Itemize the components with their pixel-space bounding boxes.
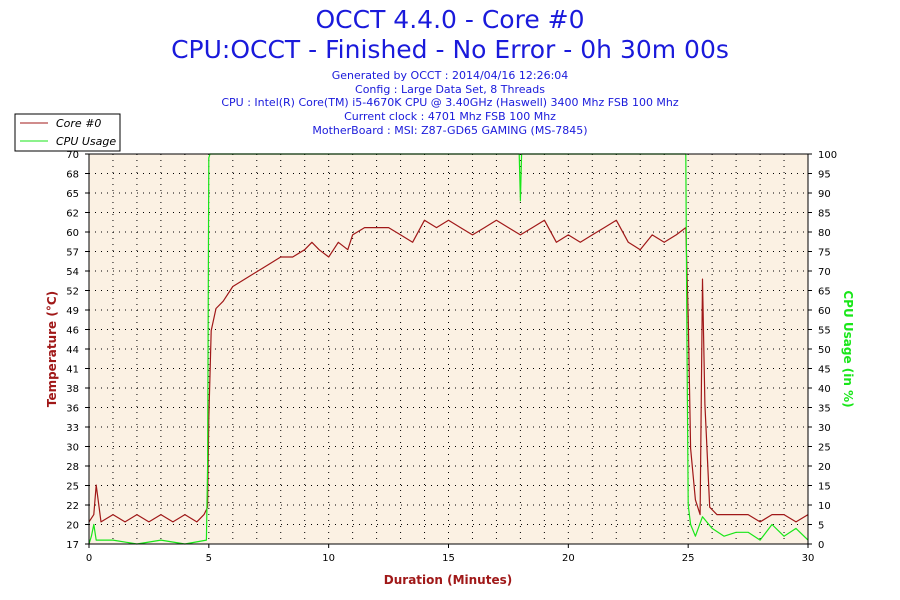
series-line-cpu-usage	[88, 153, 809, 545]
x-tick-label: 0	[86, 553, 92, 564]
x-axis-title: Duration (Minutes)	[384, 573, 512, 587]
y-tick-label: 65	[66, 189, 79, 200]
chart-title: OCCT 4.4.0 - Core #0	[315, 5, 585, 34]
header: OCCT 4.4.0 - Core #0 CPU:OCCT - Finished…	[0, 4, 900, 138]
x-tick-label: 30	[802, 553, 815, 564]
y2-axis-title: CPU Usage (in %)	[841, 290, 855, 407]
y2-tick-label: 60	[818, 306, 831, 317]
y2-tick-label: 30	[818, 423, 831, 434]
y2-tick-label: 75	[818, 248, 831, 259]
y-axis-right: 0 5 10 15 20 25 30 35 40 45 50 55 60 65 70 75 80 85 90 95 10…	[808, 150, 837, 551]
legend-label-core0: Core #0	[56, 117, 101, 130]
info-config: Config : Large Data Set, 8 Threads	[355, 82, 545, 96]
y2-tick-label: 5	[818, 521, 824, 532]
x-tick-label: 5	[206, 553, 212, 564]
y-tick-label: 17	[66, 540, 79, 551]
y-tick-label: 49	[66, 306, 79, 317]
y2-tick-label: 100	[818, 150, 837, 161]
y-tick-label: 25	[66, 482, 79, 493]
y-tick-label: 44	[66, 345, 79, 356]
y2-tick-label: 10	[818, 501, 831, 512]
y2-tick-label: 90	[818, 189, 831, 200]
y-tick-label: 38	[66, 384, 79, 395]
y-tick-label: 52	[66, 287, 79, 298]
y-tick-label: 22	[66, 501, 79, 512]
y2-tick-label: 0	[818, 540, 824, 551]
series-line-core0	[88, 219, 809, 523]
y2-tick-label: 15	[818, 482, 831, 493]
y-tick-label: 60	[66, 228, 79, 239]
y2-tick-label: 25	[818, 443, 831, 454]
y-tick-label: 57	[66, 248, 79, 259]
y-tick-label: 46	[66, 326, 79, 337]
y-tick-label: 68	[66, 170, 79, 181]
y-tick-label: 36	[66, 404, 79, 415]
y-tick-label: 28	[66, 462, 79, 473]
y-tick-label: 62	[66, 209, 79, 220]
y-axis-title: Temperature (°C)	[45, 291, 59, 407]
y2-tick-label: 50	[818, 345, 831, 356]
x-tick-label: 10	[322, 553, 335, 564]
y2-tick-label: 45	[818, 365, 831, 376]
y2-tick-label: 40	[818, 384, 831, 395]
info-generated: Generated by OCCT : 2014/04/16 12:26:04	[331, 69, 569, 82]
info-motherboard: MotherBoard : MSI: Z87-GD65 GAMING (MS-7…	[312, 123, 588, 137]
y-tick-label: 70	[66, 150, 79, 161]
y2-tick-label: 70	[818, 267, 831, 278]
y2-tick-label: 80	[818, 228, 831, 239]
chart-subtitle: CPU:OCCT - Finished - No Error - 0h 30m …	[171, 35, 729, 64]
y-tick-label: 30	[66, 443, 79, 454]
y-tick-label: 33	[66, 423, 79, 434]
y2-tick-label: 20	[818, 462, 831, 473]
series-group	[88, 153, 809, 545]
x-axis: 0 5 10 15 20 25 30	[86, 544, 815, 564]
x-tick-label: 20	[562, 553, 575, 564]
y2-tick-label: 65	[818, 287, 831, 298]
info-clock: Current clock : 4701 Mhz FSB 100 Mhz	[344, 110, 556, 124]
y2-tick-label: 85	[818, 209, 831, 220]
x-tick-label: 25	[682, 553, 695, 564]
y-tick-label: 41	[66, 365, 79, 376]
y-tick-label: 54	[66, 267, 79, 278]
info-cpu: CPU : Intel(R) Core(TM) i5-4670K CPU @ 3…	[221, 96, 679, 110]
y2-tick-label: 35	[818, 404, 831, 415]
legend: Core #0 CPU Usage	[14, 113, 121, 152]
legend-box	[14, 113, 121, 152]
x-tick-label: 15	[442, 553, 455, 564]
y-tick-label: 20	[66, 521, 79, 532]
plot-frame	[88, 153, 809, 545]
y2-tick-label: 55	[818, 326, 831, 337]
legend-label-cpu-usage: CPU Usage	[56, 135, 116, 148]
y-axis-left: 17 20 22 25 28 30 33 36 38 41 44 46 49 52 54 57 60 62 65 68…	[66, 150, 89, 551]
y2-tick-label: 95	[818, 170, 831, 181]
